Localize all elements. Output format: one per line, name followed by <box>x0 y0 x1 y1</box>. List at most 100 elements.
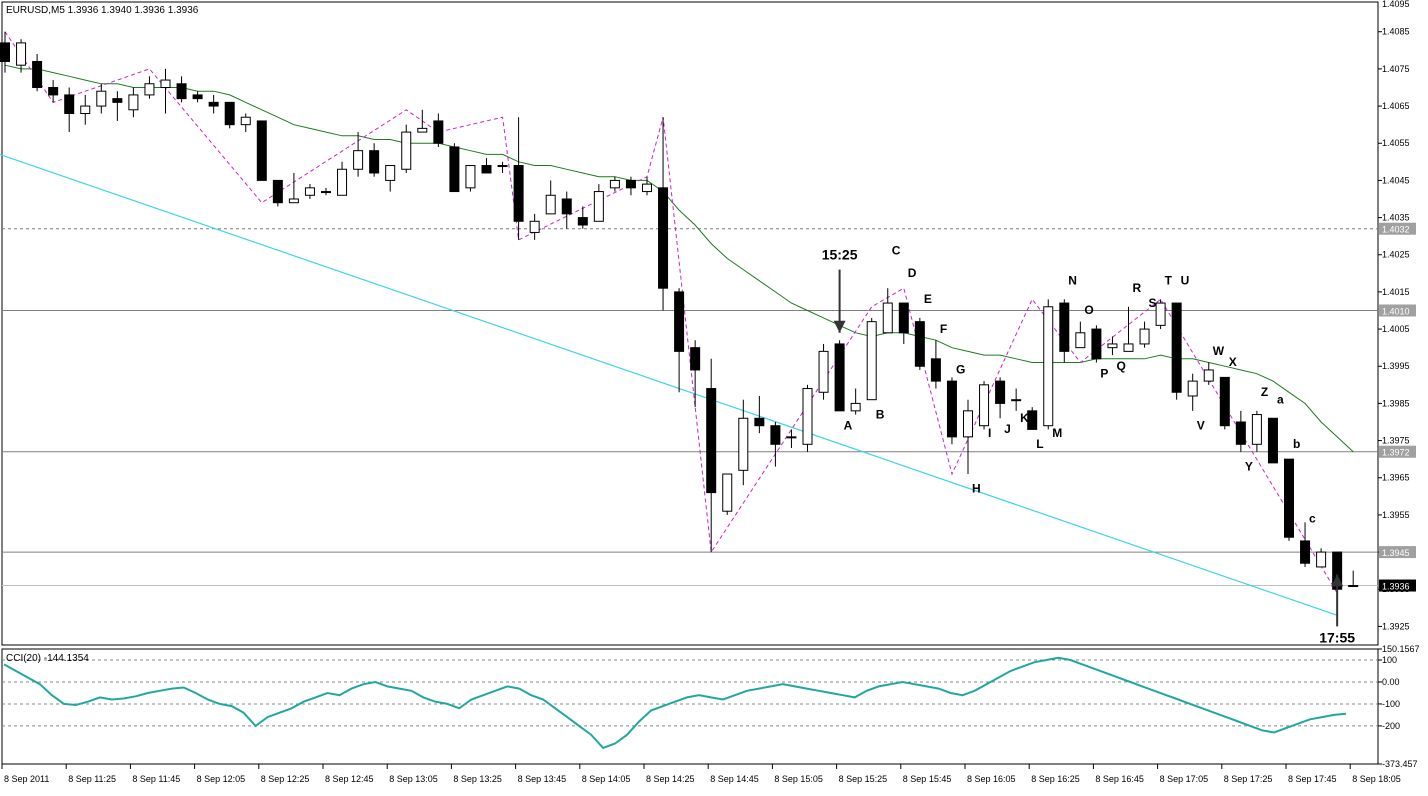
candle <box>1011 388 1022 411</box>
candle-body <box>80 105 91 115</box>
price-tick-label: 1.3965 <box>1382 473 1410 483</box>
candle <box>208 94 219 114</box>
time-tick-label: 8 Sep 17:45 <box>1288 774 1337 784</box>
candle <box>1203 362 1214 385</box>
cci-tick-label: 100 <box>1382 655 1397 665</box>
candle <box>1091 325 1102 363</box>
level-1.4010: 1.4010 <box>2 304 1416 317</box>
price-tick-label: 1.3975 <box>1382 436 1410 446</box>
time-tick-label: 8 Sep 14:05 <box>582 774 631 784</box>
candle-body <box>240 116 251 126</box>
candle <box>818 343 829 400</box>
level-price-label: 1.3936 <box>1382 582 1410 592</box>
wave-label-a: a <box>1277 392 1284 406</box>
wave-label-Q: Q <box>1116 359 1125 373</box>
candle-body <box>1187 380 1198 397</box>
candle <box>995 377 1006 419</box>
candle <box>304 184 315 199</box>
wave-label-U: U <box>1181 273 1190 287</box>
level-price-box <box>1379 546 1416 559</box>
wave-label-O: O <box>1084 303 1093 317</box>
wave-label-Z: Z <box>1261 385 1268 399</box>
level-price-label: 1.3972 <box>1382 448 1410 458</box>
candle-body <box>658 187 669 289</box>
time-tick-label: 8 Sep 17:05 <box>1160 774 1209 784</box>
wave-label-S: S <box>1149 296 1157 310</box>
wave-label-M: M <box>1052 426 1062 440</box>
candle-body <box>160 79 171 88</box>
candle-body <box>1011 399 1022 402</box>
candle-body <box>1091 328 1102 360</box>
candle <box>48 80 59 103</box>
candle <box>176 76 187 103</box>
candle <box>658 117 669 311</box>
candle-body <box>786 436 797 439</box>
price-tick-label: 1.4035 <box>1382 213 1410 223</box>
candle <box>1316 548 1327 568</box>
time-tick-label: 8 Sep 15:45 <box>903 774 952 784</box>
annotation-arrow-head <box>833 320 846 333</box>
time-tick-label: 8 Sep 16:05 <box>967 774 1016 784</box>
candle-body <box>898 302 909 334</box>
candle <box>625 176 636 196</box>
candle <box>1251 410 1262 452</box>
time-tick-label: 8 Sep 15:25 <box>839 774 888 784</box>
level-price-box <box>1379 304 1416 317</box>
wave-label-V: V <box>1197 418 1205 432</box>
candle <box>1155 299 1166 330</box>
wave-label-J: J <box>1004 422 1011 436</box>
candle <box>96 83 107 114</box>
candle <box>112 91 123 121</box>
time-tick-label: 8 Sep 11:45 <box>132 774 180 784</box>
candle-body <box>866 321 877 401</box>
candle <box>240 113 251 133</box>
price-tick-label: 1.3985 <box>1382 398 1410 408</box>
candle <box>529 213 540 240</box>
candle-body <box>930 358 941 382</box>
candle-body <box>1107 343 1118 349</box>
cci-tick-label: -373.457 <box>1382 759 1418 769</box>
candle <box>1219 376 1230 430</box>
candle-body <box>834 343 845 412</box>
candle <box>288 172 299 204</box>
candle-body <box>882 302 893 334</box>
annotation-1525: 15:25 <box>822 247 858 333</box>
candle <box>481 158 492 174</box>
candle-body <box>48 86 59 96</box>
main-plot-frame <box>1 1 1379 646</box>
candle-body <box>1123 343 1134 352</box>
candle <box>80 94 91 125</box>
annotation-time-label: 15:25 <box>822 247 858 263</box>
time-tick-label: 8 Sep 12:45 <box>325 774 374 784</box>
time-tick-label: 8 Sep 14:25 <box>646 774 695 784</box>
candle <box>1235 410 1246 452</box>
candle <box>834 340 845 412</box>
price-tick-label: 1.4085 <box>1382 27 1410 37</box>
candle <box>16 39 27 73</box>
candle-body <box>963 410 973 438</box>
candle <box>770 421 781 467</box>
price-tick-label: 1.4025 <box>1382 250 1410 260</box>
candle-body <box>706 388 717 494</box>
candle <box>1123 306 1134 352</box>
candle <box>449 143 460 193</box>
price-tick-label: 1.3925 <box>1382 621 1410 631</box>
candle-body <box>465 165 476 189</box>
cci-line <box>3 656 1347 750</box>
level-price-box <box>1379 445 1416 458</box>
candle-body <box>272 179 283 204</box>
candle-body <box>256 120 267 181</box>
wave-label-G: G <box>956 363 965 377</box>
time-tick-label: 8 Sep 18:05 <box>1352 774 1401 784</box>
wave-label-L: L <box>1036 437 1043 451</box>
candle <box>882 288 893 334</box>
candle-body <box>1203 369 1214 382</box>
level-price-label: 1.4032 <box>1382 225 1410 235</box>
candle-body <box>192 94 203 100</box>
wave-label-F: F <box>940 322 947 336</box>
time-tick-label: 8 Sep 13:05 <box>389 774 438 784</box>
candle <box>674 288 685 393</box>
candle-body <box>1139 328 1150 345</box>
price-tick-label: 1.4065 <box>1382 101 1410 111</box>
